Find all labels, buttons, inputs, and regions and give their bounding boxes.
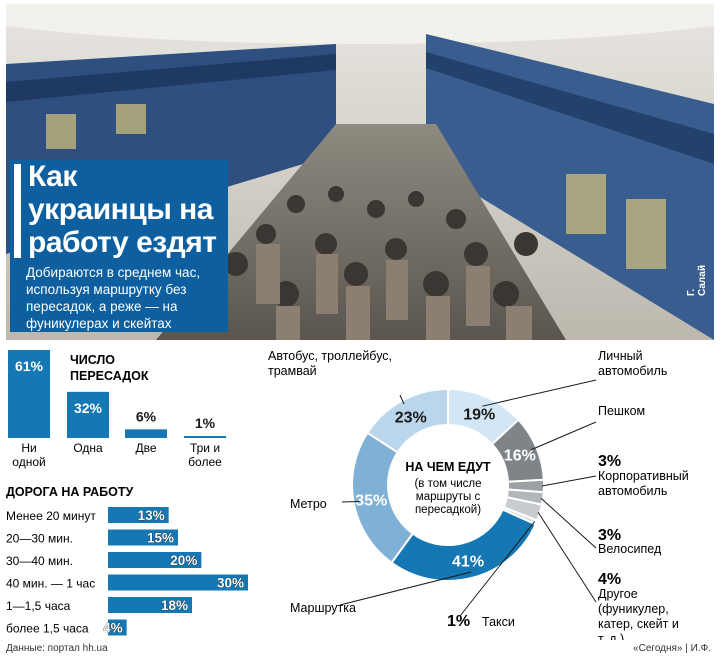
transfers-bar xyxy=(125,429,167,438)
commute-category-label: 40 мин. — 1 час xyxy=(6,577,95,591)
commute-category-label: 20—30 мин. xyxy=(6,532,73,546)
headline-accent-bar xyxy=(14,164,21,258)
transfers-category-label: Одна xyxy=(73,441,103,455)
donut-leader-line xyxy=(399,394,405,405)
commute-value-label: 15% xyxy=(147,531,174,546)
left-charts-svg: ЧИСЛО ПЕРЕСАДОК 61% Ни одной 32% Одна 6% Две 1% Тр… xyxy=(6,350,248,636)
donut-leader-line xyxy=(341,500,360,503)
donut-leader-line xyxy=(537,511,597,603)
donut-slice xyxy=(351,431,415,565)
transfers-category-label: Три и более xyxy=(188,441,222,469)
transfers-value-label: 6% xyxy=(136,408,157,424)
donut-value-label: 4% xyxy=(598,571,621,588)
donut-value-label: 1% xyxy=(447,613,470,630)
photo-credit: Г. Салай xyxy=(686,265,708,296)
transfers-bar xyxy=(8,350,50,438)
donut-category-label: Маршрутка xyxy=(290,601,356,615)
commute-title: ДОРОГА НА РАБОТУ xyxy=(6,485,133,499)
transfers-category-label: Ни одной xyxy=(12,441,45,469)
donut-subtitle: (в том числе маршруты с пересадкой) xyxy=(414,478,481,516)
donut-category-label: Автобус, троллейбус, трамвай xyxy=(268,349,392,378)
commute-bar xyxy=(108,619,127,636)
commute-category-label: Менее 20 минут xyxy=(6,509,96,523)
commute-value-label: 20% xyxy=(170,553,197,568)
headline-title: Как украинцы на работу ездят xyxy=(28,160,217,259)
donut-value-label: 35% xyxy=(355,492,387,509)
commute-bar xyxy=(108,529,178,546)
donut-svg: 23% 19% 16% 41% 35% НА ЧЕМ ЕДУТ (в том числе ма… xyxy=(268,349,689,646)
donut-leader-line xyxy=(339,571,472,606)
transfers-bar xyxy=(184,436,226,438)
donut-value-label: 19% xyxy=(463,407,495,424)
footer-credit: «Сегодня» | И.Ф. xyxy=(633,643,711,654)
left-charts: ЧИСЛО ПЕРЕСАДОК 61% Ни одной 32% Одна 6% Две 1% Тр… xyxy=(0,340,260,640)
donut-value-label: 41% xyxy=(452,553,484,570)
headline-box: Как украинцы на работу ездят Добираются … xyxy=(10,160,228,332)
donut-category-label: Такси xyxy=(482,615,515,629)
commute-bar xyxy=(108,574,248,591)
donut-category-label: Корпоративный автомобиль xyxy=(598,469,689,498)
transfers-title-line1: ЧИСЛО xyxy=(70,353,115,367)
commute-value-label: 30% xyxy=(217,576,244,591)
donut-value-label: 23% xyxy=(395,409,427,426)
donut-leader-line xyxy=(530,421,597,451)
donut-category-label: Велосипед xyxy=(598,542,662,556)
transfers-value-label: 61% xyxy=(15,358,44,374)
donut-category-label: Другое (фуникулер, катер, скейт и т. д.) xyxy=(598,587,679,640)
commute-bar xyxy=(108,552,202,568)
donut-leader-line xyxy=(540,497,597,549)
commute-category-label: 30—40 мин. xyxy=(6,554,73,568)
transfers-title-line2: ПЕРЕСАДОК xyxy=(70,369,149,383)
transfers-value-label: 1% xyxy=(195,415,216,431)
commute-value-label: 13% xyxy=(138,508,165,523)
commute-category-label: 1—1,5 часа xyxy=(6,599,71,613)
donut-leader-line xyxy=(482,379,597,407)
commute-value-label: 18% xyxy=(161,598,188,613)
transfers-value-label: 32% xyxy=(74,400,103,416)
transfers-bar xyxy=(67,391,109,438)
commute-bar xyxy=(108,597,192,613)
transfers-category-label: Две xyxy=(135,441,156,455)
donut-value-label: 3% xyxy=(598,527,621,544)
transport-donut-chart: 23% 19% 16% 41% 35% НА ЧЕМ ЕДУТ (в том числе ма… xyxy=(260,340,721,646)
donut-leader-line xyxy=(541,475,597,487)
donut-leader-line xyxy=(459,521,535,617)
donut-value-label: 16% xyxy=(504,448,536,465)
donut-category-label: Метро xyxy=(290,497,327,511)
commute-bar xyxy=(108,507,169,523)
headline-subtitle: Добираются в среднем час, используя марш… xyxy=(26,265,201,331)
commute-category-label: более 1,5 часа xyxy=(6,622,89,636)
footer-source: Данные: портал hh.ua xyxy=(6,643,108,654)
donut-title: НА ЧЕМ ЕДУТ xyxy=(405,460,491,474)
donut-category-label: Личный автомобиль xyxy=(598,349,667,378)
commute-value-label: 4% xyxy=(103,621,123,636)
donut-value-label: 3% xyxy=(598,453,621,470)
donut-category-label: Пешком xyxy=(598,404,645,418)
